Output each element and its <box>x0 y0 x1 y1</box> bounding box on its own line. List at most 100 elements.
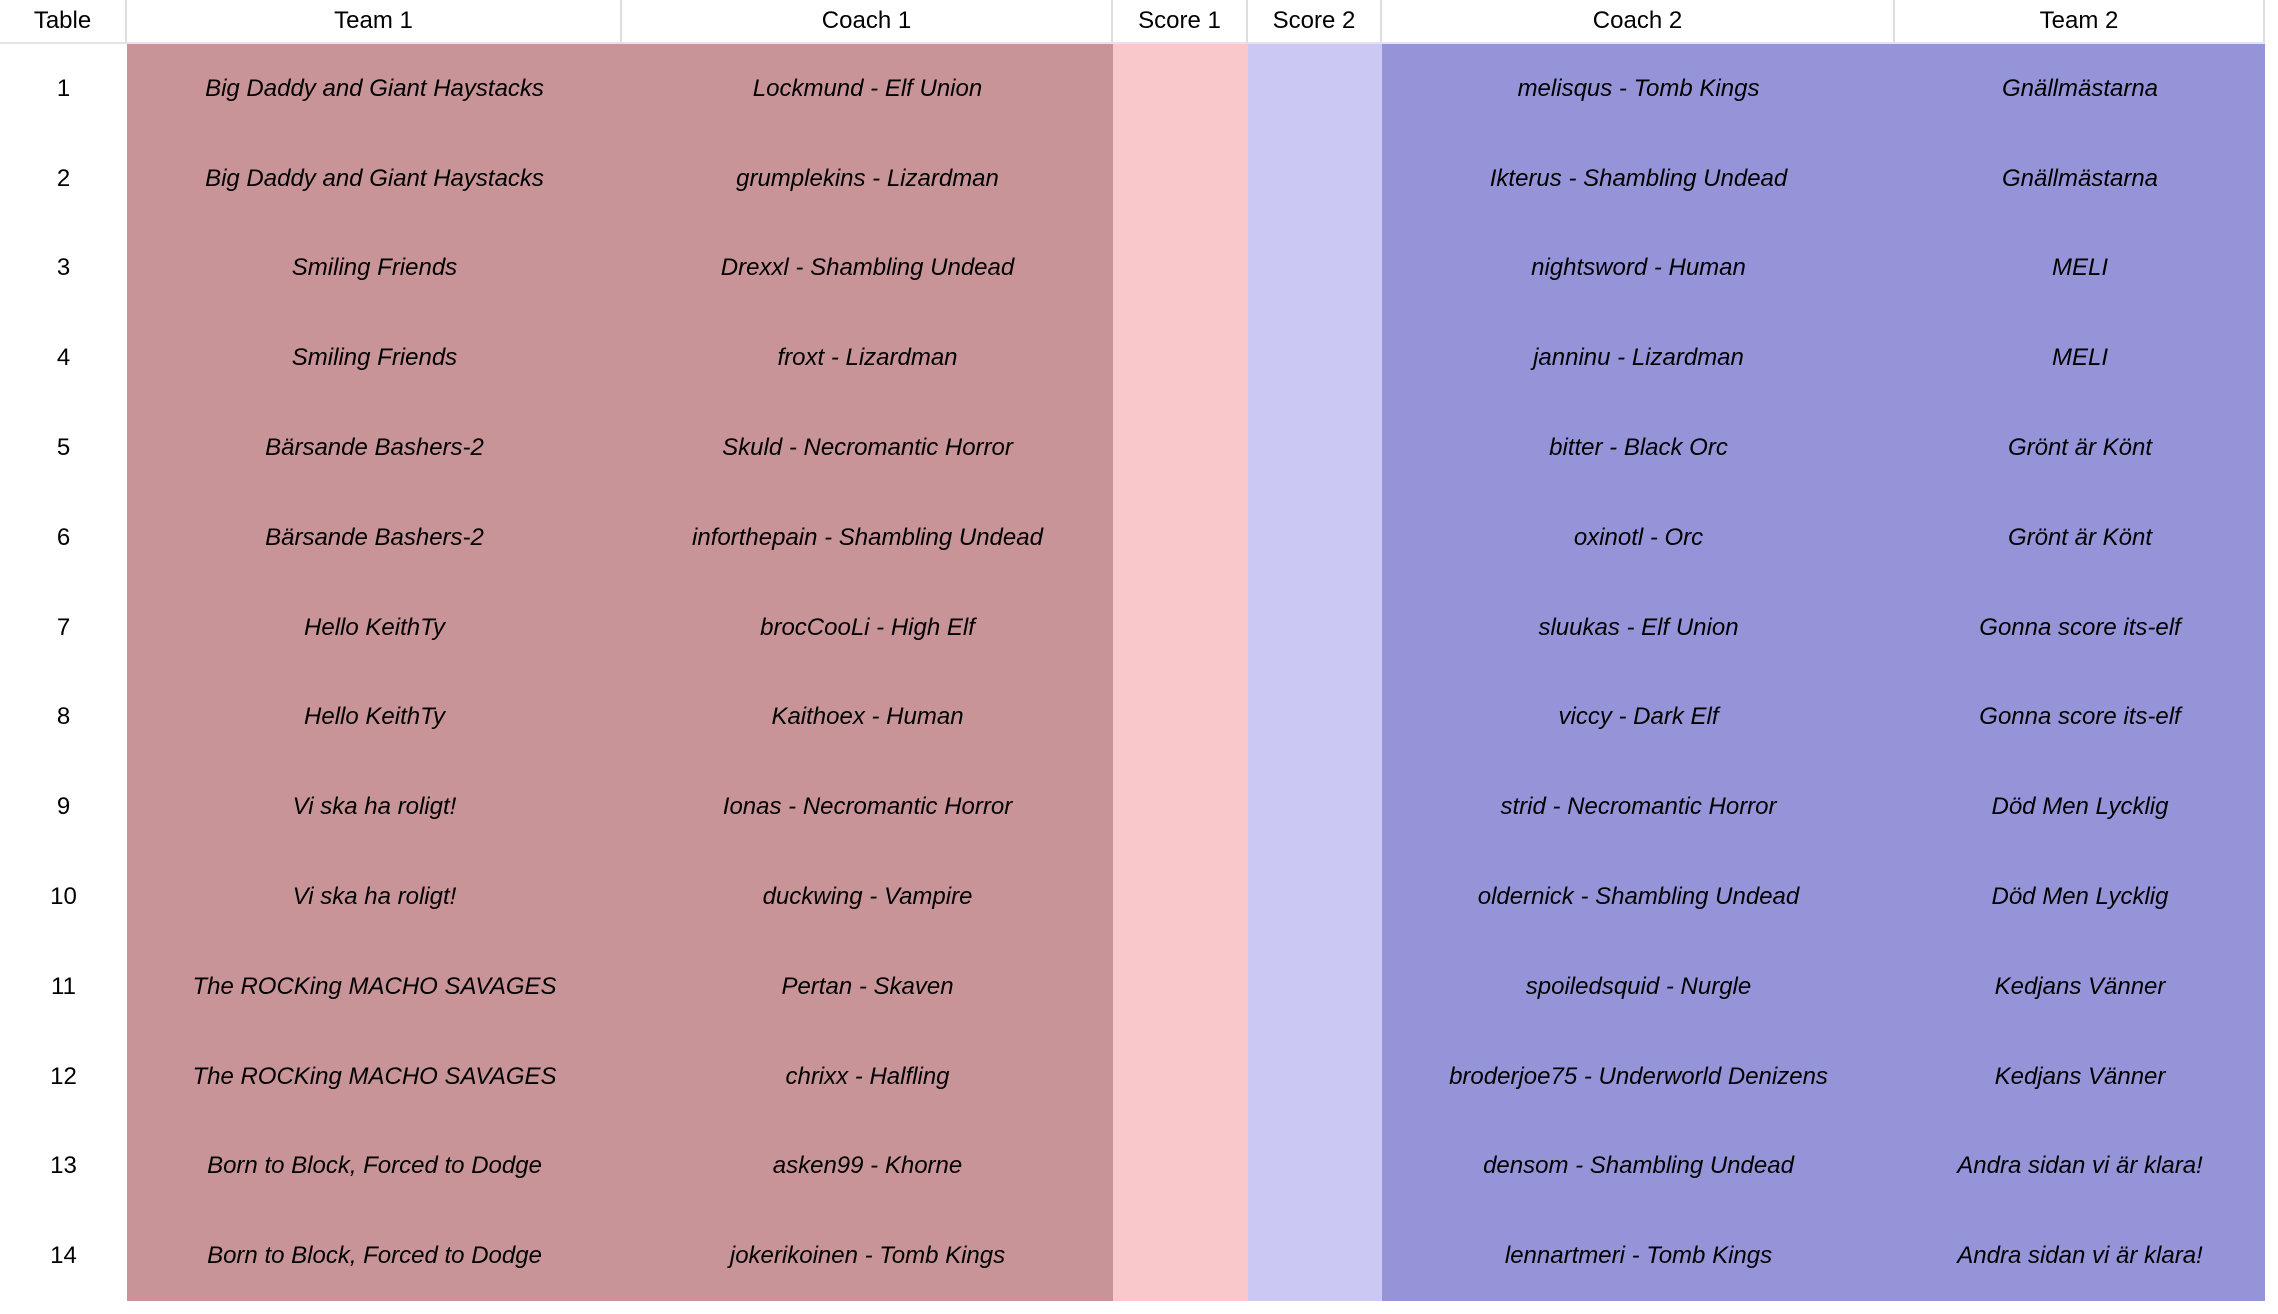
team1-cell: Born to Block, Forced to Dodge <box>127 1121 622 1212</box>
coach1-cell: Ionas - Necromantic Horror <box>622 762 1113 853</box>
score2-cell[interactable] <box>1248 403 1382 493</box>
coach1-cell: Lockmund - Elf Union <box>622 44 1113 134</box>
table-number-cell: 7 <box>0 582 127 673</box>
team1-cell: Bärsande Bashers-2 <box>127 403 622 493</box>
table-number-cell: 11 <box>0 941 127 1032</box>
score1-cell[interactable] <box>1113 133 1248 224</box>
coach2-cell: bitter - Black Orc <box>1382 403 1895 493</box>
coach1-cell: inforthepain - Shambling Undead <box>622 492 1113 583</box>
score2-cell[interactable] <box>1248 762 1382 853</box>
column-header-team1: Team 1 <box>127 0 622 44</box>
score2-cell[interactable] <box>1248 852 1382 942</box>
coach1-cell: duckwing - Vampire <box>622 852 1113 942</box>
table-number-cell: 13 <box>0 1121 127 1212</box>
score1-cell[interactable] <box>1113 852 1248 942</box>
score1-cell[interactable] <box>1113 44 1248 134</box>
coach1-cell: Drexxl - Shambling Undead <box>622 223 1113 314</box>
team2-cell: Gonna score its-elf <box>1895 582 2265 673</box>
column-header-team2: Team 2 <box>1895 0 2265 44</box>
coach2-cell: Ikterus - Shambling Undead <box>1382 133 1895 224</box>
coach2-cell: lennartmeri - Tomb Kings <box>1382 1211 1895 1301</box>
column-header-coach1: Coach 1 <box>622 0 1113 44</box>
team2-cell: MELI <box>1895 313 2265 404</box>
score2-cell[interactable] <box>1248 1031 1382 1122</box>
team2-cell: Död Men Lycklig <box>1895 762 2265 853</box>
coach1-cell: brocCooLi - High Elf <box>622 582 1113 673</box>
coach2-cell: sluukas - Elf Union <box>1382 582 1895 673</box>
table-number-cell: 4 <box>0 313 127 404</box>
coach2-cell: spoiledsquid - Nurgle <box>1382 941 1895 1032</box>
team2-cell: Död Men Lycklig <box>1895 852 2265 942</box>
score2-cell[interactable] <box>1248 313 1382 404</box>
column-header-score1: Score 1 <box>1113 0 1248 44</box>
team2-cell: Andra sidan vi är klara! <box>1895 1211 2265 1301</box>
score2-cell[interactable] <box>1248 582 1382 673</box>
table-number-cell: 5 <box>0 403 127 493</box>
table-number-cell: 9 <box>0 762 127 853</box>
coach2-cell: densom - Shambling Undead <box>1382 1121 1895 1212</box>
score1-cell[interactable] <box>1113 941 1248 1032</box>
coach2-cell: viccy - Dark Elf <box>1382 672 1895 763</box>
table-number-cell: 8 <box>0 672 127 763</box>
table-number-cell: 12 <box>0 1031 127 1122</box>
score2-cell[interactable] <box>1248 1121 1382 1212</box>
team2-cell: MELI <box>1895 223 2265 314</box>
score1-cell[interactable] <box>1113 1031 1248 1122</box>
score1-cell[interactable] <box>1113 492 1248 583</box>
team2-cell: Grönt är Könt <box>1895 403 2265 493</box>
coach1-cell: Kaithoex - Human <box>622 672 1113 763</box>
coach1-cell: Skuld - Necromantic Horror <box>622 403 1113 493</box>
team2-cell: Gnällmästarna <box>1895 44 2265 134</box>
team2-cell: Gnällmästarna <box>1895 133 2265 224</box>
coach2-cell: oldernick - Shambling Undead <box>1382 852 1895 942</box>
team1-cell: Vi ska ha roligt! <box>127 852 622 942</box>
coach2-cell: broderjoe75 - Underworld Denizens <box>1382 1031 1895 1122</box>
score2-cell[interactable] <box>1248 672 1382 763</box>
team1-cell: Vi ska ha roligt! <box>127 762 622 853</box>
score2-cell[interactable] <box>1248 223 1382 314</box>
score1-cell[interactable] <box>1113 582 1248 673</box>
score2-cell[interactable] <box>1248 1211 1382 1301</box>
score2-cell[interactable] <box>1248 941 1382 1032</box>
coach1-cell: Pertan - Skaven <box>622 941 1113 1032</box>
team2-cell: Kedjans Vänner <box>1895 1031 2265 1122</box>
coach2-cell: janninu - Lizardman <box>1382 313 1895 404</box>
team2-cell: Kedjans Vänner <box>1895 941 2265 1032</box>
team1-cell: Big Daddy and Giant Haystacks <box>127 44 622 134</box>
score1-cell[interactable] <box>1113 403 1248 493</box>
coach2-cell: nightsword - Human <box>1382 223 1895 314</box>
score1-cell[interactable] <box>1113 1121 1248 1212</box>
table-number-cell: 3 <box>0 223 127 314</box>
team1-cell: The ROCKing MACHO SAVAGES <box>127 941 622 1032</box>
coach1-cell: asken99 - Khorne <box>622 1121 1113 1212</box>
coach2-cell: melisqus - Tomb Kings <box>1382 44 1895 134</box>
team2-cell: Grönt är Könt <box>1895 492 2265 583</box>
score1-cell[interactable] <box>1113 762 1248 853</box>
coach2-cell: oxinotl - Orc <box>1382 492 1895 583</box>
column-header-table: Table <box>0 0 127 44</box>
score1-cell[interactable] <box>1113 672 1248 763</box>
team1-cell: Smiling Friends <box>127 223 622 314</box>
score1-cell[interactable] <box>1113 223 1248 314</box>
table-number-cell: 1 <box>0 44 127 134</box>
team2-cell: Andra sidan vi är klara! <box>1895 1121 2265 1212</box>
table-number-cell: 10 <box>0 852 127 942</box>
column-header-coach2: Coach 2 <box>1382 0 1895 44</box>
column-header-score2: Score 2 <box>1248 0 1382 44</box>
coach1-cell: chrixx - Halfling <box>622 1031 1113 1122</box>
score1-cell[interactable] <box>1113 313 1248 404</box>
team1-cell: Hello KeithTy <box>127 672 622 763</box>
team1-cell: Born to Block, Forced to Dodge <box>127 1211 622 1301</box>
coach1-cell: froxt - Lizardman <box>622 313 1113 404</box>
coach1-cell: grumplekins - Lizardman <box>622 133 1113 224</box>
table-number-cell: 14 <box>0 1211 127 1301</box>
team2-cell: Gonna score its-elf <box>1895 672 2265 763</box>
table-number-cell: 2 <box>0 133 127 224</box>
score2-cell[interactable] <box>1248 44 1382 134</box>
coach2-cell: strid - Necromantic Horror <box>1382 762 1895 853</box>
score1-cell[interactable] <box>1113 1211 1248 1301</box>
score2-cell[interactable] <box>1248 133 1382 224</box>
score2-cell[interactable] <box>1248 492 1382 583</box>
